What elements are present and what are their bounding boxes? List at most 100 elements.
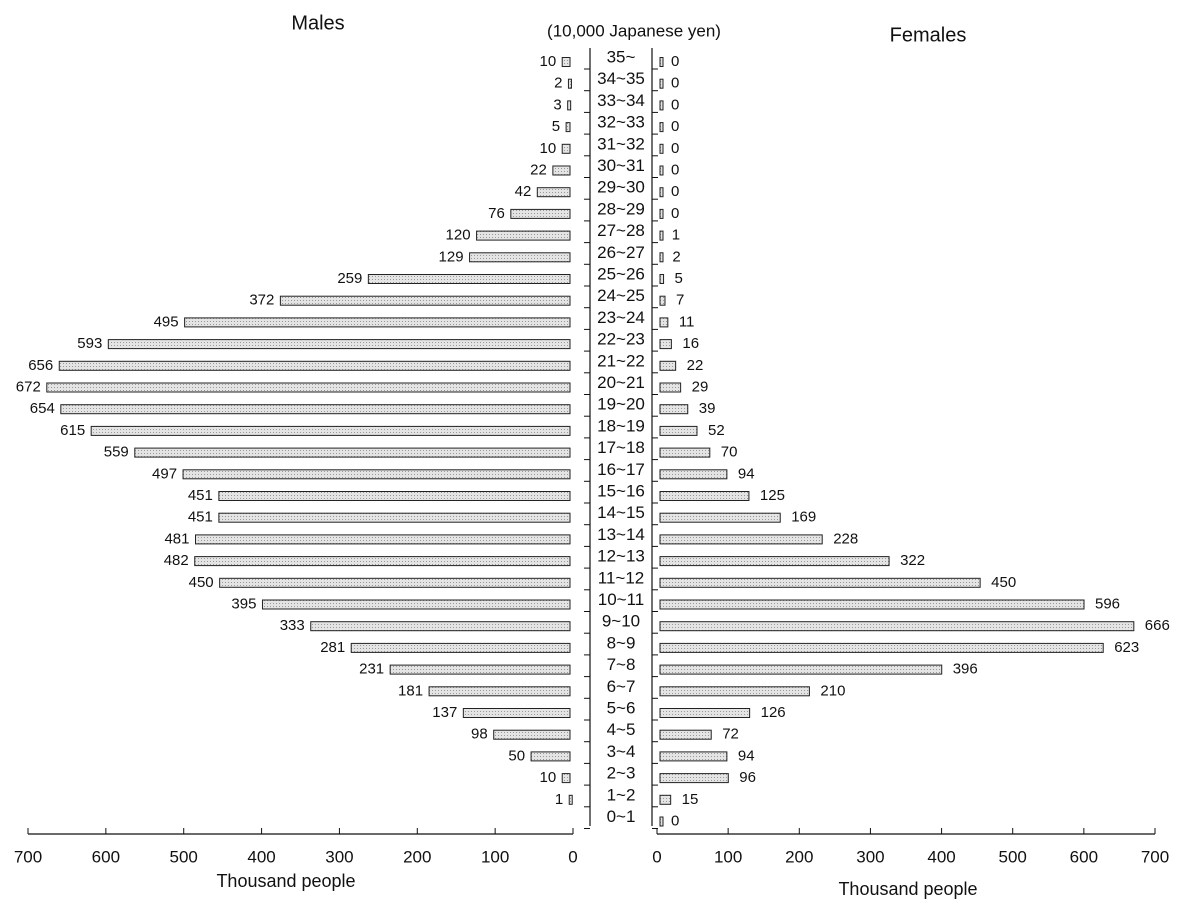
value-label: 96 xyxy=(739,769,756,786)
bar xyxy=(493,729,571,740)
value-label: 259 xyxy=(337,270,362,287)
bar xyxy=(279,295,571,306)
value-label: 22 xyxy=(687,357,704,374)
value-label: 672 xyxy=(16,378,41,395)
category-label: 24~25 xyxy=(597,286,645,305)
x-tick-label: 200 xyxy=(403,847,431,866)
bar xyxy=(659,208,664,219)
bar xyxy=(659,317,669,328)
category-label: 31~32 xyxy=(597,134,645,153)
bar xyxy=(659,143,664,154)
category-label: 8~9 xyxy=(607,633,636,652)
category-label: 22~23 xyxy=(597,330,645,349)
value-label: 137 xyxy=(432,704,457,721)
value-label: 52 xyxy=(708,422,725,439)
bar xyxy=(659,686,810,697)
bar xyxy=(659,447,711,458)
category-label: 34~35 xyxy=(597,69,645,88)
category-label: 19~20 xyxy=(597,395,645,414)
bar xyxy=(195,534,571,545)
bar xyxy=(58,360,571,371)
value-label: 22 xyxy=(530,161,547,178)
category-label: 14~15 xyxy=(597,503,645,522)
value-label: 497 xyxy=(152,465,177,482)
value-label: 125 xyxy=(760,487,785,504)
value-label: 450 xyxy=(991,574,1016,591)
value-label: 7 xyxy=(676,292,684,309)
bar xyxy=(182,469,571,480)
value-label: 654 xyxy=(30,400,55,417)
bar xyxy=(107,339,571,350)
category-label: 3~4 xyxy=(607,742,636,761)
bar xyxy=(90,425,571,436)
x-tick-label: 600 xyxy=(1070,847,1098,866)
category-label: 20~21 xyxy=(597,373,645,392)
value-label: 11 xyxy=(679,313,695,330)
category-label: 35~ xyxy=(607,47,636,66)
value-label: 451 xyxy=(188,487,213,504)
value-label: 10 xyxy=(540,769,557,786)
bar xyxy=(536,187,571,198)
bar xyxy=(659,295,666,306)
bar xyxy=(659,534,823,545)
value-label: 5 xyxy=(675,270,683,287)
value-label: 0 xyxy=(671,812,679,829)
value-label: 3 xyxy=(553,96,561,113)
bar xyxy=(218,512,571,523)
bar xyxy=(659,469,728,480)
category-label: 25~26 xyxy=(597,264,645,283)
bar xyxy=(659,664,943,675)
category-label: 9~10 xyxy=(602,612,640,631)
x-tick-label: 700 xyxy=(14,847,42,866)
bar xyxy=(552,165,571,176)
bar xyxy=(659,404,689,415)
value-label: 395 xyxy=(231,595,256,612)
value-label: 10 xyxy=(540,53,557,70)
category-label: 1~2 xyxy=(607,785,636,804)
x-tick-label: 300 xyxy=(856,847,884,866)
bar xyxy=(659,122,664,133)
category-label: 27~28 xyxy=(597,221,645,240)
value-label: 1 xyxy=(672,227,680,244)
bar xyxy=(310,621,571,632)
value-label: 70 xyxy=(721,444,738,461)
value-label: 666 xyxy=(1145,617,1170,634)
bar xyxy=(659,360,677,371)
category-label: 11~12 xyxy=(598,568,644,587)
value-label: 656 xyxy=(28,357,53,374)
category-label: 32~33 xyxy=(597,113,645,132)
value-label: 559 xyxy=(104,444,129,461)
value-label: 129 xyxy=(439,248,464,265)
x-tick-label: 500 xyxy=(999,847,1027,866)
category-label: 30~31 xyxy=(597,156,645,175)
value-label: 181 xyxy=(398,682,423,699)
bar xyxy=(476,230,571,241)
category-label: 7~8 xyxy=(607,655,636,674)
value-label: 98 xyxy=(471,726,488,743)
x-tick-label: 0 xyxy=(568,847,577,866)
category-label: 28~29 xyxy=(597,199,645,218)
x-tick-label: 700 xyxy=(1141,847,1169,866)
bar xyxy=(510,208,571,219)
bar xyxy=(659,556,890,567)
value-label: 210 xyxy=(820,682,845,699)
category-label: 26~27 xyxy=(597,243,645,262)
x-tick-label: 400 xyxy=(927,847,955,866)
males-title: Males xyxy=(291,12,344,34)
value-label: 72 xyxy=(722,726,739,743)
category-label: 18~19 xyxy=(597,416,645,435)
bar xyxy=(659,599,1085,610)
bar xyxy=(659,773,729,784)
value-label: 0 xyxy=(671,140,679,157)
value-label: 0 xyxy=(671,96,679,113)
bar xyxy=(659,425,698,436)
bar xyxy=(561,143,571,154)
value-label: 0 xyxy=(671,183,679,200)
bar xyxy=(659,577,981,588)
value-label: 2 xyxy=(554,75,562,92)
bar xyxy=(428,686,571,697)
bar xyxy=(565,122,571,133)
bar xyxy=(659,187,664,198)
bar xyxy=(659,230,664,241)
x-tick-label: 100 xyxy=(481,847,509,866)
